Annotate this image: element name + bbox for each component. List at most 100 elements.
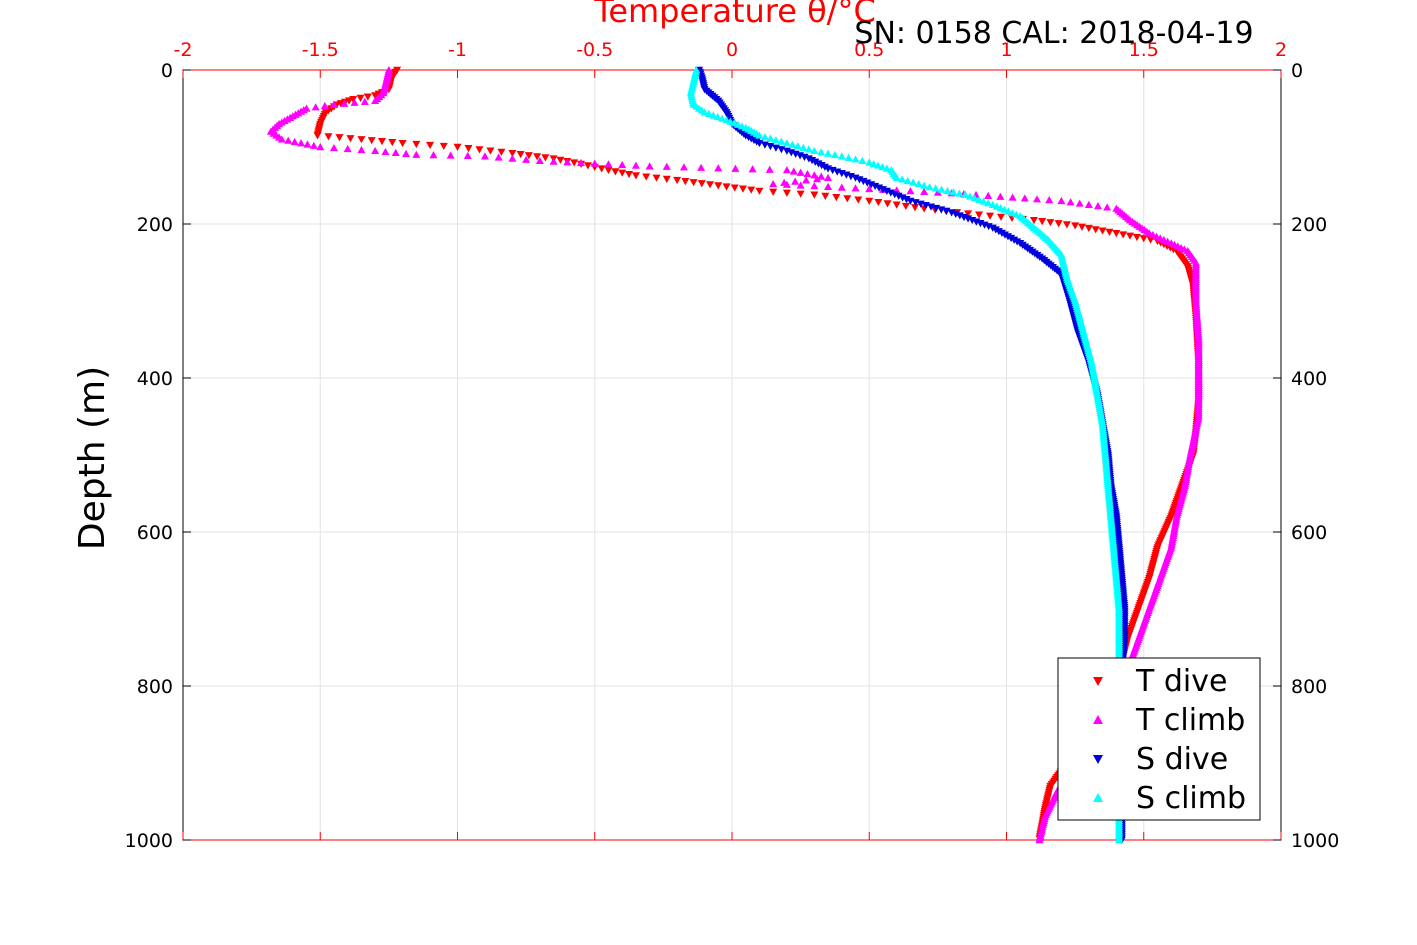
data-point — [1029, 216, 1038, 225]
data-point — [604, 160, 613, 168]
data-point — [309, 141, 318, 149]
data-point — [604, 166, 613, 175]
data-point — [975, 211, 984, 219]
data-point — [324, 133, 333, 141]
data-point — [508, 154, 517, 162]
data-point — [618, 160, 627, 169]
data-point — [824, 149, 833, 157]
data-point — [714, 182, 723, 190]
data-point — [340, 99, 349, 107]
data-point — [475, 146, 484, 154]
data-point — [706, 181, 715, 189]
data-point — [533, 153, 542, 161]
data-point — [898, 175, 907, 183]
data-point — [486, 147, 495, 155]
data-point — [1091, 226, 1100, 234]
data-point — [625, 170, 634, 179]
data-point — [748, 165, 757, 173]
x-tick-label: 0.5 — [854, 39, 884, 61]
data-point — [771, 136, 780, 144]
data-point — [914, 179, 923, 188]
data-point — [673, 176, 682, 185]
data-point — [858, 156, 867, 165]
data-point — [920, 181, 929, 189]
data-point — [906, 187, 915, 195]
data-point — [1112, 230, 1121, 238]
data-point — [516, 151, 525, 159]
data-point — [909, 178, 918, 186]
data-point — [747, 186, 756, 194]
y-tick-label-right: 600 — [1291, 522, 1327, 544]
data-point — [765, 165, 774, 173]
data-point — [901, 202, 910, 211]
data-point — [464, 145, 473, 153]
data-point — [570, 159, 579, 167]
data-point — [851, 155, 860, 163]
legend-marker — [1093, 677, 1103, 686]
data-point — [1054, 220, 1063, 228]
data-point — [796, 190, 805, 198]
y-tick-label-right: 400 — [1291, 368, 1327, 390]
data-point — [817, 172, 826, 180]
data-point — [810, 182, 819, 190]
data-point — [704, 109, 713, 118]
data-point — [631, 161, 640, 169]
legend-label: S climb — [1136, 781, 1246, 816]
data-point — [791, 177, 800, 185]
data-point — [782, 166, 791, 174]
x-tick-label: -1.5 — [302, 39, 339, 61]
data-point — [803, 169, 812, 178]
data-point — [714, 164, 723, 172]
data-point — [892, 173, 901, 181]
data-point — [652, 174, 661, 182]
data-point — [964, 210, 973, 218]
data-point — [1132, 233, 1141, 242]
data-point — [1139, 235, 1148, 243]
data-point — [618, 169, 627, 177]
data-point — [769, 179, 778, 188]
data-point — [961, 190, 970, 198]
legend-marker — [1093, 755, 1103, 764]
x-tick-label: 0 — [726, 39, 738, 61]
axis-ticks: -2 -1.5 -1 -0.5 0 0.5 1 1.5 20200400600800100002… — [125, 39, 1340, 852]
data-point — [782, 139, 791, 147]
data-point — [722, 183, 731, 191]
data-point — [277, 135, 286, 143]
data-point — [1020, 194, 1029, 202]
x-tick-label: -2 — [174, 39, 193, 61]
data-point — [388, 138, 397, 147]
data-point — [611, 168, 620, 176]
data-point — [357, 136, 366, 144]
legend-marker — [1093, 715, 1103, 724]
y-tick-label-right: 0 — [1291, 60, 1303, 82]
data-point — [524, 152, 533, 160]
data-point — [777, 137, 786, 145]
data-point — [788, 140, 797, 148]
data-point — [813, 175, 822, 183]
data-point — [1084, 224, 1093, 233]
data-point — [718, 114, 727, 122]
y-tick-label-left: 800 — [137, 676, 173, 698]
data-point — [522, 155, 531, 163]
data-point — [810, 191, 819, 199]
data-point — [508, 149, 517, 158]
data-point — [1045, 196, 1054, 204]
data-point — [755, 187, 764, 195]
data-point — [297, 139, 306, 147]
data-point — [350, 98, 359, 106]
y-tick-label-left: 600 — [137, 522, 173, 544]
data-point — [697, 180, 706, 188]
data-point — [755, 131, 764, 139]
data-point — [878, 163, 887, 171]
data-point — [869, 159, 878, 168]
data-point — [796, 181, 805, 189]
legend-marker — [1093, 793, 1103, 802]
data-point — [984, 199, 993, 207]
data-point — [563, 158, 572, 166]
data-point — [662, 162, 671, 170]
data-point — [865, 197, 874, 205]
data-point — [824, 173, 833, 181]
data-point — [378, 138, 387, 146]
data-point — [1062, 221, 1071, 229]
